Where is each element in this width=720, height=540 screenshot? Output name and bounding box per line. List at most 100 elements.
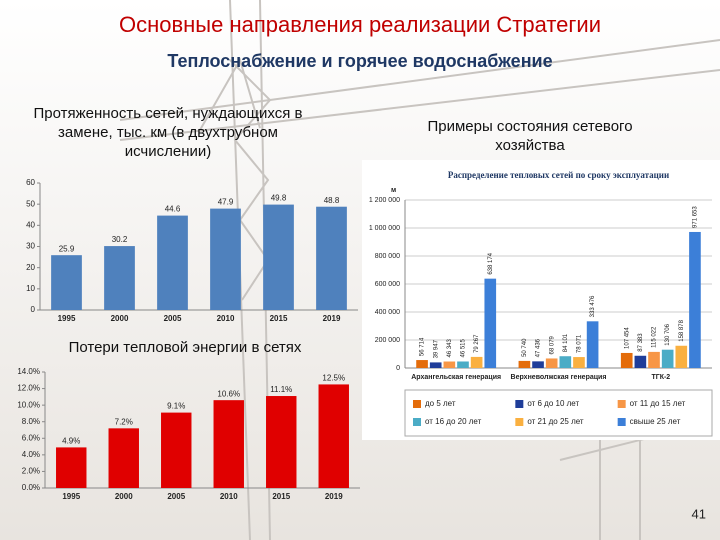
chart-heading: Примеры состояния сетевого хозяйства	[427, 118, 633, 154]
y-tick-label: 4.0%	[22, 450, 40, 459]
x-tick-label: 2005	[167, 492, 185, 501]
y-tick-label: 0.0%	[22, 483, 40, 492]
x-tick-label: 2000	[115, 492, 133, 501]
legend-swatch	[617, 418, 626, 426]
y-tick-label: 40	[26, 220, 35, 229]
value-label: 7.2%	[115, 417, 133, 426]
y-tick-label: 600 000	[375, 281, 400, 288]
legend-swatch	[617, 400, 626, 408]
bar	[213, 400, 244, 488]
bar	[634, 355, 647, 368]
value-label: 50 740	[522, 338, 528, 357]
x-tick-label: 2019	[323, 314, 341, 323]
value-label: 68 079	[549, 335, 555, 354]
value-label: 47 436	[536, 338, 542, 357]
bar	[157, 215, 188, 310]
legend-swatch	[413, 418, 421, 426]
value-label: 11.1%	[270, 385, 292, 394]
x-tick-label: 2010	[217, 314, 235, 323]
bar	[620, 352, 633, 368]
bar	[689, 231, 701, 368]
value-label: 30.2	[112, 235, 128, 244]
y-tick-label: 1 000 000	[369, 225, 400, 232]
bar	[457, 361, 469, 368]
bar	[266, 396, 297, 488]
chart-panel	[362, 160, 720, 440]
y-tick-label: 50	[26, 199, 35, 208]
y-tick-label: 0	[396, 365, 400, 372]
x-tick-label: 2000	[111, 314, 129, 323]
bar	[484, 278, 497, 368]
bar	[573, 357, 585, 368]
bar	[161, 412, 192, 488]
bar	[586, 321, 599, 368]
legend-swatch	[515, 418, 524, 426]
bar	[443, 361, 456, 368]
y-tick-label: 200 000	[375, 337, 400, 344]
chart-title: Распределение тепловых сетей по сроку эк…	[448, 170, 669, 180]
bar	[416, 360, 428, 368]
value-label: 4.9%	[62, 437, 80, 446]
value-label: 39 947	[433, 339, 439, 358]
y-tick-label: 400 000	[375, 309, 400, 316]
bar	[108, 428, 139, 488]
value-label: 25.9	[59, 244, 75, 253]
x-tick-label: 2015	[270, 314, 288, 323]
x-tick-label: Верхневолжская генерация	[511, 374, 607, 381]
legend-swatch	[413, 400, 421, 408]
legend-label: свыше 25 лет	[630, 417, 681, 426]
value-label: 46 343	[447, 338, 453, 357]
bar	[263, 204, 294, 310]
bar	[559, 356, 572, 368]
x-tick-label: 2019	[325, 492, 343, 501]
y-tick-label: 8.0%	[22, 417, 40, 426]
bar	[661, 349, 674, 368]
y-tick-label: 30	[26, 242, 35, 251]
legend-label: от 21 до 25 лет	[527, 417, 584, 426]
y-tick-label: 800 000	[375, 253, 400, 260]
y-axis-label: м	[391, 187, 396, 194]
x-tick-label: Архангельская генерация	[411, 374, 501, 381]
legend-label: от 6 до 10 лет	[527, 399, 579, 408]
value-label: 638 174	[488, 252, 494, 274]
bar	[470, 356, 483, 368]
legend-swatch	[515, 400, 524, 408]
y-tick-label: 10.0%	[17, 400, 40, 409]
value-label: 47.9	[218, 198, 234, 207]
slide-title: Основные направления реализации Стратеги…	[119, 12, 601, 37]
legend-label: от 16 до 20 лет	[425, 417, 482, 426]
value-label: 44.6	[165, 205, 181, 214]
y-tick-label: 0	[31, 305, 36, 314]
value-label: 79 267	[474, 334, 480, 353]
y-tick-label: 60	[26, 178, 35, 187]
x-tick-label: 2015	[272, 492, 290, 501]
bar	[532, 361, 544, 368]
bar	[648, 351, 660, 368]
legend-label: от 11 до 15 лет	[630, 399, 686, 408]
value-label: 10.6%	[217, 389, 240, 398]
chart-heading: Протяженность сетей, нуждающихся в замен…	[33, 105, 303, 160]
bar	[545, 358, 558, 368]
value-label: 84 101	[563, 333, 569, 352]
y-tick-label: 6.0%	[22, 433, 40, 442]
y-tick-label: 1 200 000	[369, 197, 400, 204]
value-label: 333 476	[590, 295, 596, 317]
chart-heading: Потери тепловой энергии в сетях	[68, 339, 302, 356]
bar	[51, 255, 82, 310]
value-label: 87 383	[638, 333, 644, 352]
x-tick-label: ТГК-2	[651, 374, 670, 381]
x-tick-label: 2010	[220, 492, 238, 501]
value-label: 48.8	[324, 196, 340, 205]
value-label: 12.5%	[322, 374, 345, 383]
bar	[56, 447, 87, 488]
y-tick-label: 20	[26, 263, 35, 272]
bar	[318, 384, 349, 488]
x-tick-label: 1995	[62, 492, 80, 501]
value-label: 78 071	[577, 334, 583, 353]
x-tick-label: 2005	[164, 314, 182, 323]
value-label: 9.1%	[167, 402, 185, 411]
bar	[210, 208, 241, 310]
y-tick-label: 12.0%	[17, 384, 40, 393]
value-label: 971 653	[693, 206, 699, 228]
